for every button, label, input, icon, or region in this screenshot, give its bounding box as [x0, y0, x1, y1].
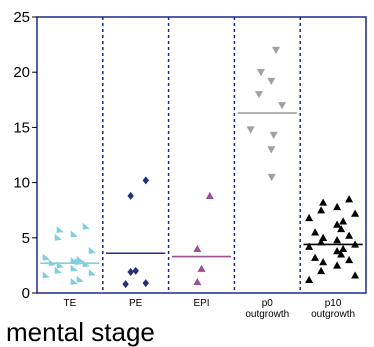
y-tick-label: 10: [13, 175, 30, 192]
data-point: [317, 206, 326, 214]
data-point: [319, 198, 328, 206]
y-tick-label: 5: [22, 230, 30, 247]
data-point: [305, 242, 314, 250]
data-point: [333, 220, 342, 228]
data-point: [70, 277, 78, 285]
data-point: [132, 266, 139, 275]
y-tick-label: 0: [22, 285, 30, 302]
data-points: [42, 46, 360, 289]
data-point: [48, 259, 56, 266]
data-point: [142, 279, 149, 288]
data-point: [193, 244, 202, 253]
plot-border: [36, 16, 367, 294]
figure-caption: mental stage: [6, 317, 155, 347]
data-point: [246, 126, 255, 134]
data-point: [267, 77, 276, 86]
data-point: [339, 244, 348, 253]
data-point: [205, 191, 214, 200]
data-point: [351, 271, 360, 279]
data-point: [82, 222, 90, 230]
median-lines: [40, 112, 363, 264]
category-label: PE: [129, 298, 143, 309]
data-point: [70, 264, 78, 272]
data-point: [345, 195, 354, 203]
data-point: [88, 269, 96, 276]
data-point: [54, 266, 62, 274]
category-label: EPI: [193, 298, 209, 309]
data-point: [42, 271, 50, 279]
category-label: outgrowth: [245, 309, 289, 320]
data-point: [76, 255, 84, 263]
data-point: [317, 238, 326, 246]
data-point: [122, 280, 129, 289]
data-point: [345, 255, 354, 264]
category-label: p10: [325, 298, 342, 309]
data-point: [197, 264, 206, 272]
data-point: [267, 146, 276, 154]
data-point: [351, 209, 360, 217]
y-axis: 0 5 10 15 20 25: [13, 9, 37, 302]
category-label: outgrowth: [311, 309, 355, 320]
data-point: [56, 226, 64, 233]
y-tick-label: 20: [13, 64, 30, 81]
data-point: [82, 260, 90, 268]
data-point: [337, 250, 346, 258]
data-point: [88, 247, 96, 254]
data-point: [305, 275, 314, 283]
data-point: [333, 202, 342, 211]
data-point: [267, 173, 276, 182]
data-point: [278, 102, 287, 110]
data-point: [339, 217, 348, 225]
data-point: [311, 253, 320, 261]
category-label: TE: [64, 298, 77, 309]
category-label: p0: [262, 298, 274, 309]
data-point: [76, 275, 84, 283]
data-point: [333, 247, 342, 255]
data-point: [56, 261, 64, 269]
data-point: [54, 233, 62, 241]
data-point: [269, 131, 278, 140]
data-point: [256, 69, 265, 77]
data-point: [333, 236, 342, 244]
data-point: [254, 91, 263, 99]
data-point: [127, 268, 134, 277]
y-tick-label: 15: [13, 119, 30, 136]
data-point: [193, 277, 202, 286]
data-point: [142, 176, 149, 185]
data-point: [337, 224, 346, 233]
data-point: [317, 266, 326, 275]
data-point: [319, 258, 328, 266]
data-point: [42, 253, 50, 261]
data-point: [311, 228, 320, 236]
data-point: [70, 230, 78, 238]
plot-frame: [36, 16, 367, 294]
y-tick-label: 25: [13, 9, 30, 26]
data-point: [272, 46, 281, 55]
data-point: [305, 213, 314, 222]
data-point: [345, 231, 354, 239]
data-point: [333, 261, 342, 269]
data-point: [127, 191, 134, 200]
data-point: [74, 258, 82, 265]
data-point: [351, 240, 360, 248]
